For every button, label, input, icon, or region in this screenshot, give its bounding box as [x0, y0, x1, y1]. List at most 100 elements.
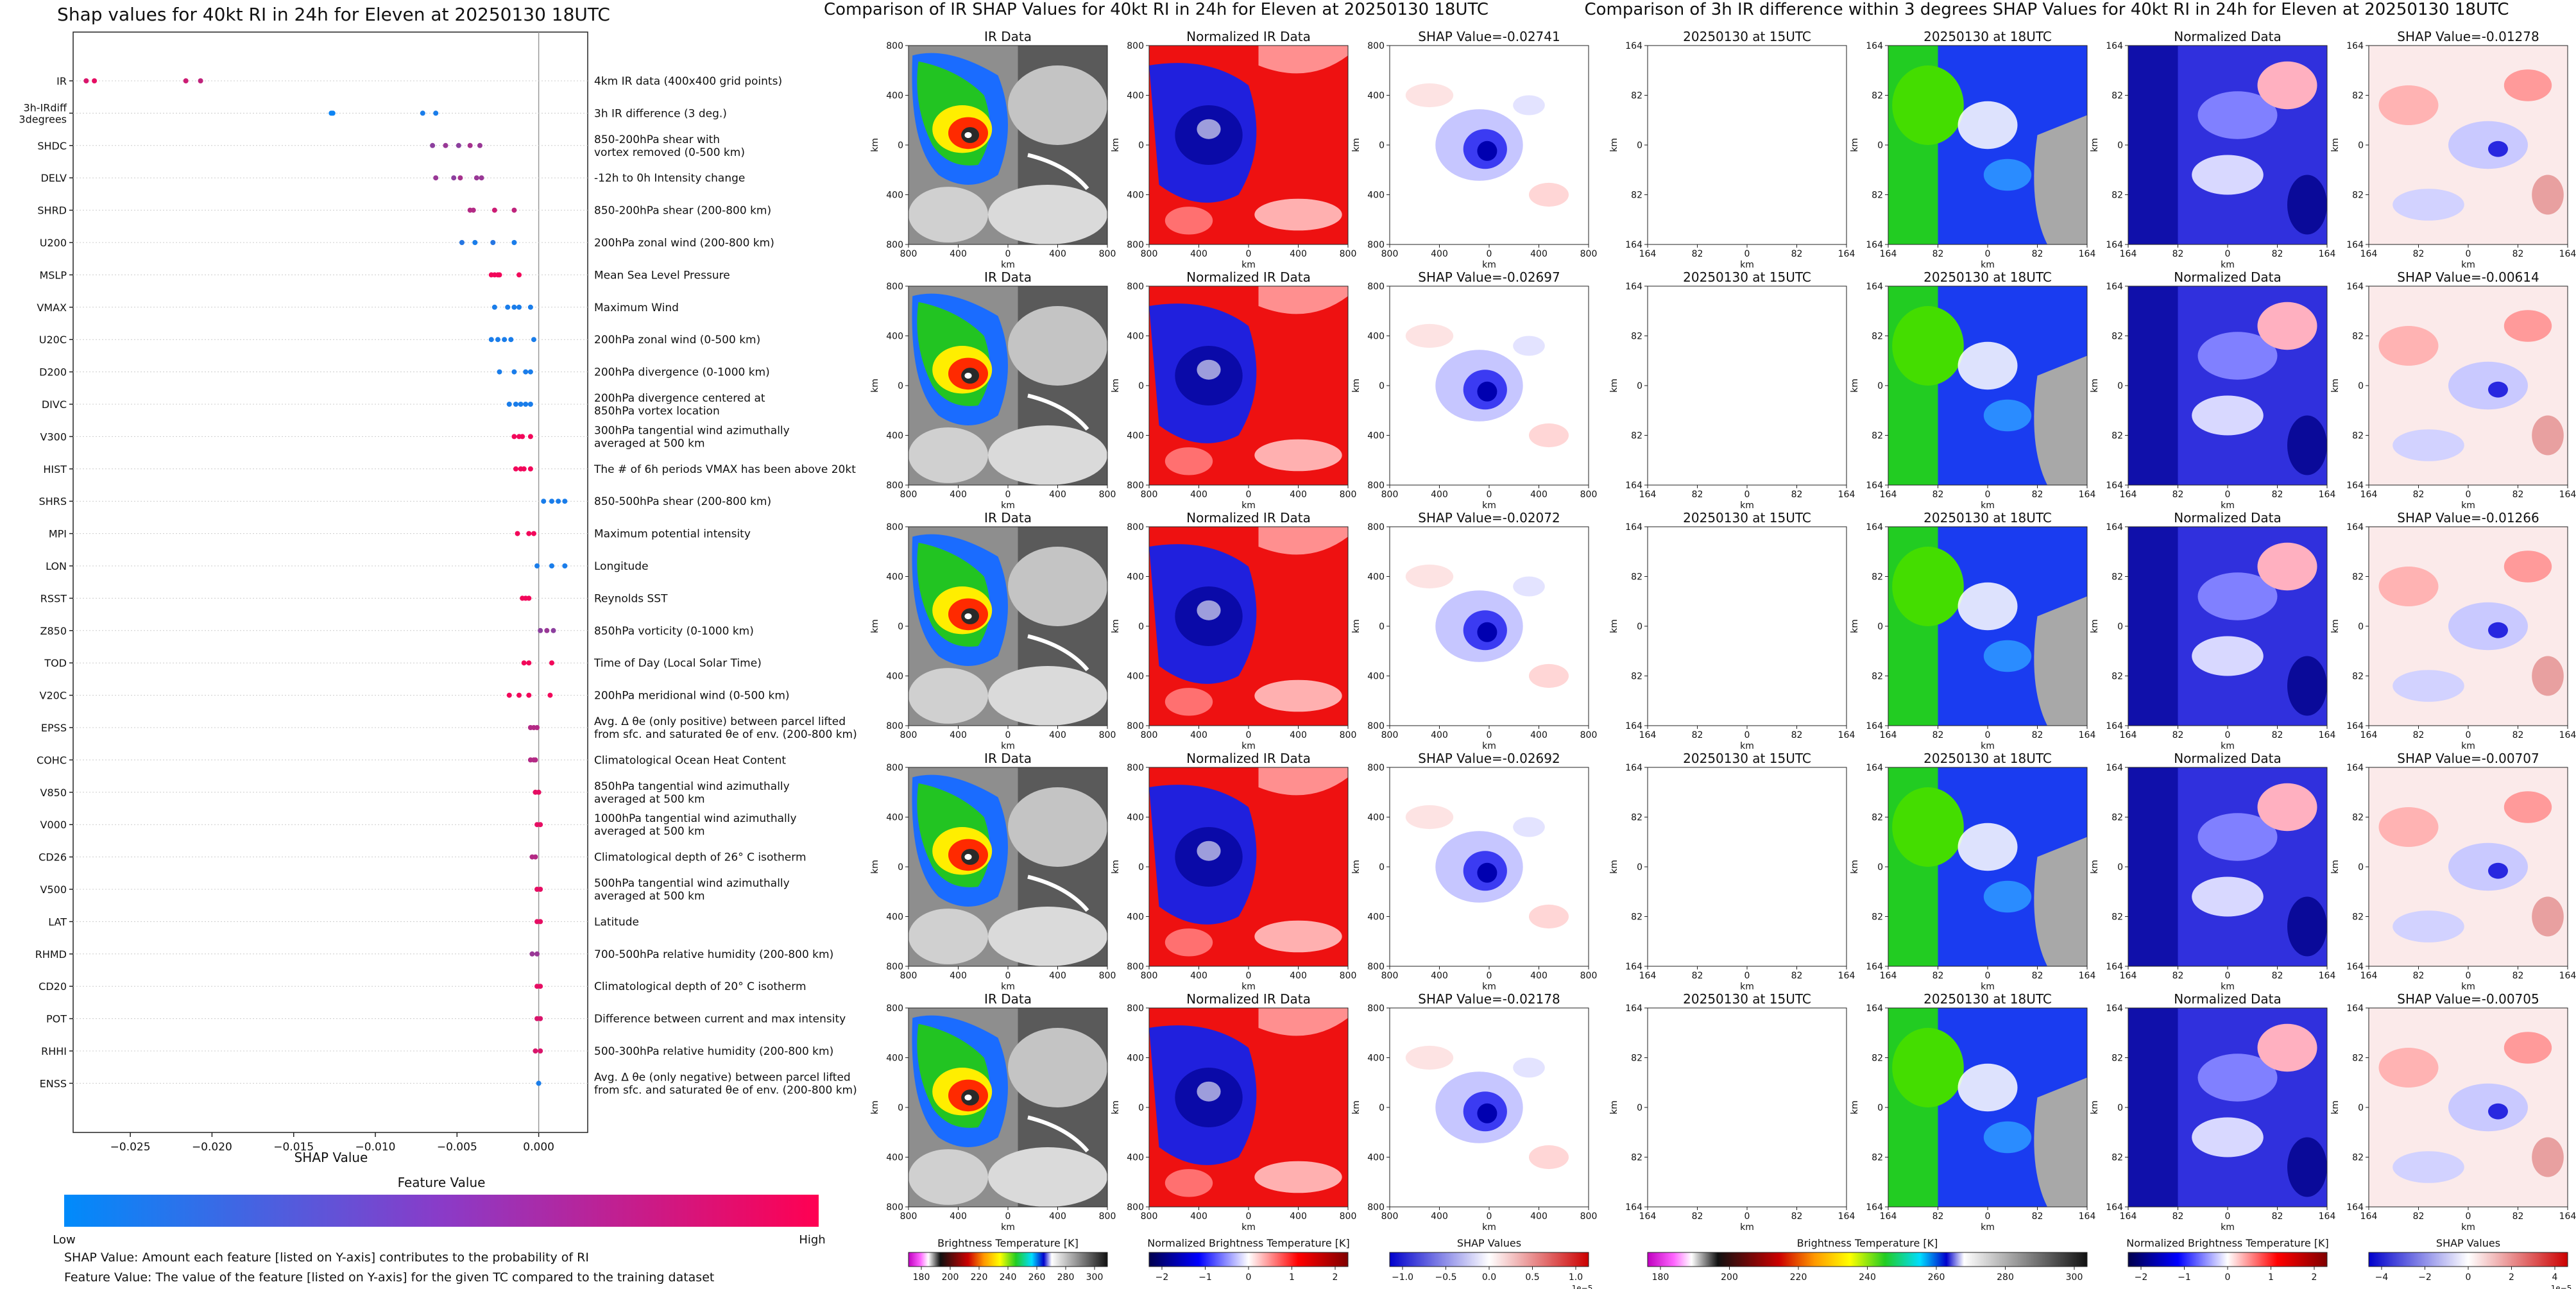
shap-point: [527, 402, 533, 407]
feature-description-label: Longitude: [594, 560, 649, 573]
image-panel: [2368, 767, 2568, 967]
feature-code-label: HIST: [43, 463, 67, 475]
x-tick-label: 164: [1838, 730, 1855, 740]
y-tick-label: 82: [1631, 572, 1642, 583]
x-axis-label: km: [1001, 741, 1015, 751]
y-axis-label: km: [1609, 1100, 1619, 1114]
y-tick-label: 164: [2106, 1003, 2123, 1014]
y-tick-label: 800: [1127, 522, 1144, 533]
x-tick-label: 164: [2559, 490, 2576, 500]
x-tick-label: 0: [1246, 1211, 1252, 1222]
shap-point: [544, 627, 550, 633]
shap-point: [526, 595, 532, 601]
x-tick-label: 164: [2120, 1211, 2137, 1222]
shap-point: [518, 402, 524, 407]
feature-code-label: DELV: [40, 172, 67, 184]
x-axis-label: km: [1482, 741, 1496, 751]
shap-summary-plot: IR 4km IR data (400x400 grid points) 3h-IR…: [19, 31, 857, 1154]
y-tick-label: 164: [2346, 282, 2364, 292]
colorbar-tick-label: 220: [971, 1272, 988, 1283]
x-tick-label: 82: [2172, 249, 2184, 259]
y-tick-label: 400: [1367, 191, 1385, 201]
y-tick-label: 82: [2111, 1153, 2123, 1163]
x-tick-label: 164: [1639, 249, 1657, 259]
x-tick-label: 82: [2172, 730, 2184, 740]
panel-title: IR Data: [984, 751, 1032, 766]
x-axis-label: km: [1981, 500, 1995, 511]
y-axis-label: km: [1850, 138, 1860, 152]
colorbar-tick-label: −1: [1198, 1272, 1212, 1283]
y-tick-label: 164: [2106, 481, 2123, 491]
x-tick-label: 400: [1530, 1211, 1548, 1222]
feature-description-label: 4km IR data (400x400 grid points): [594, 75, 782, 88]
x-tick-label: 400: [1190, 730, 1207, 740]
x-tick-label: 164: [2079, 730, 2096, 740]
y-tick-label: 800: [1367, 962, 1385, 972]
shap-point: [531, 337, 536, 343]
colorbar-tick-label: −1.0: [1392, 1272, 1413, 1283]
y-tick-label: 164: [2346, 721, 2364, 731]
shap-point: [527, 304, 533, 310]
y-tick-label: 82: [2352, 672, 2364, 682]
feature-code-label: V300: [40, 431, 67, 443]
image-panel: [2368, 1007, 2568, 1208]
shap-point: [538, 822, 543, 828]
shap-point: [547, 692, 553, 698]
y-tick-label: 82: [1631, 91, 1642, 101]
feature-description-label: 200hPa meridional wind (0-500 km): [594, 690, 790, 703]
x-tick-label: 400: [1190, 249, 1207, 259]
y-tick-label: 164: [1625, 282, 1642, 292]
x-tick-label: 164: [1639, 1211, 1657, 1222]
y-tick-label: 82: [1631, 431, 1642, 441]
colorbar-tick-label: 280: [1997, 1272, 2014, 1283]
y-tick-label: 400: [1367, 912, 1385, 923]
panel-title: Normalized Data: [2174, 991, 2282, 1007]
colorbar-label: SHAP Values: [1457, 1237, 1521, 1249]
feature-description-label: Latitude: [594, 916, 639, 928]
x-tick-label: 82: [1791, 1211, 1803, 1222]
y-tick-label: 0: [2358, 381, 2364, 391]
y-axis-label: km: [1609, 379, 1619, 393]
y-tick-label: 164: [2346, 1202, 2364, 1213]
y-tick-label: 82: [2352, 1153, 2364, 1163]
y-tick-label: 164: [2106, 763, 2123, 773]
y-tick-label: 400: [1367, 813, 1385, 823]
y-tick-label: 0: [1379, 381, 1385, 391]
x-tick-label: 82: [2272, 249, 2283, 259]
x-tick-label: 164: [1838, 490, 1855, 500]
x-tick-label: 800: [900, 490, 917, 500]
feature-code-label: U20C: [39, 334, 67, 346]
y-tick-label: 800: [1127, 962, 1144, 972]
left-title: Shap values for 40kt RI in 24h for Eleve…: [57, 4, 610, 25]
plot-frame: [73, 31, 588, 1133]
y-tick-label: 0: [1379, 141, 1385, 151]
x-axis-label: km: [1740, 1222, 1754, 1233]
y-axis-label: km: [1850, 860, 1860, 874]
feature-code-label: MSLP: [39, 269, 67, 281]
shap-point: [511, 369, 517, 375]
feature-description-label: 850hPa vorticity (0-1000 km): [594, 625, 754, 638]
image-panel: [1888, 1007, 2088, 1208]
y-tick-label: 400: [1127, 332, 1144, 342]
feature-code-label: 3h-IRdiff: [23, 101, 67, 114]
x-axis-label: km: [1482, 982, 1496, 992]
colorbar-tick-label: 0: [2466, 1272, 2471, 1283]
image-panel: [908, 45, 1108, 245]
colorbar: [908, 1252, 1108, 1267]
y-tick-label: 164: [2346, 1003, 2364, 1014]
y-tick-label: 0: [2117, 141, 2123, 151]
y-tick-label: 800: [886, 763, 903, 773]
y-tick-label: 82: [2352, 431, 2364, 441]
y-axis-label: km: [2330, 138, 2341, 152]
ir-comparison-title: Comparison of IR SHAP Values for 40kt RI…: [824, 0, 1488, 19]
shap-point: [502, 337, 508, 343]
x-tick-label: 0: [1487, 971, 1492, 981]
colorbar-tick-label: −4: [2375, 1272, 2389, 1283]
y-tick-label: 0: [1877, 862, 1883, 873]
x-tick-label: 400: [1431, 1211, 1448, 1222]
x-axis-label: km: [1740, 741, 1754, 751]
note-shap-value: SHAP Value: Amount each feature [listed …: [64, 1251, 589, 1265]
x-tick-label: −0.025: [110, 1141, 151, 1154]
x-tick-label: 82: [1791, 971, 1803, 981]
y-axis-label: km: [2330, 1100, 2341, 1114]
